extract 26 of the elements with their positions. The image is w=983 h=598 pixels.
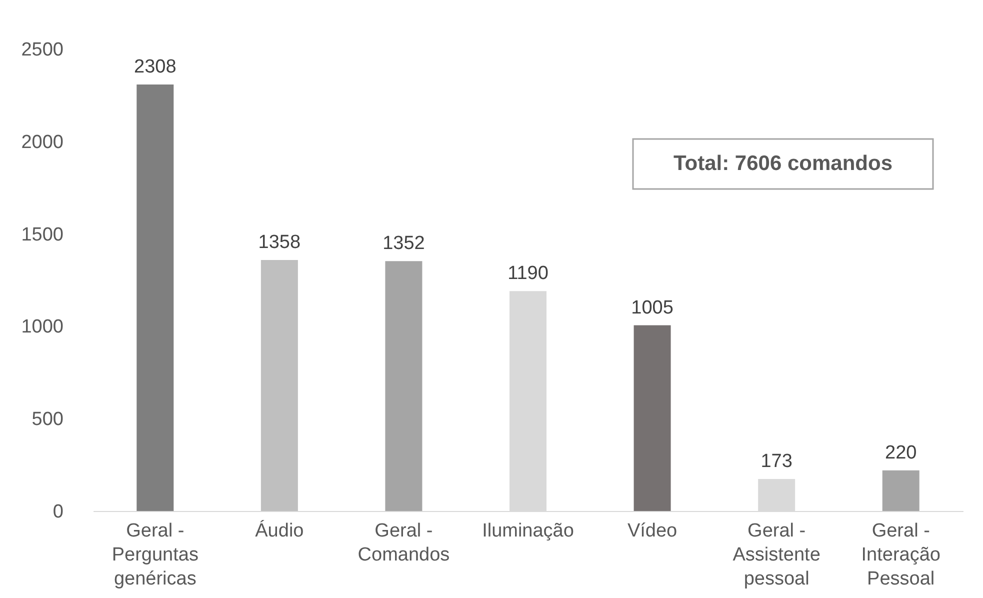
bar — [136, 84, 174, 511]
y-tick-label: 1000 — [21, 316, 64, 338]
bar — [385, 261, 422, 511]
annotation: Total: 7606 comandos — [673, 152, 893, 175]
y-tick-label: 500 — [32, 409, 64, 430]
y-tick-label: 2500 — [21, 40, 64, 60]
y-tick-label: 0 — [52, 502, 64, 522]
bar — [260, 260, 298, 511]
x-tick-label: Iluminação — [482, 520, 574, 542]
data-label: 220 — [885, 442, 917, 464]
y-tick-label: 1500 — [21, 224, 64, 246]
x-tick-label: Geral - Comandos — [358, 520, 450, 566]
data-label: 173 — [760, 451, 792, 472]
y-tick-label: 2000 — [21, 132, 64, 153]
data-label: 1352 — [382, 233, 425, 254]
bar — [634, 325, 671, 511]
x-tick-label: Áudio — [255, 520, 304, 542]
x-tick-label: Vídeo — [627, 520, 678, 542]
data-label: 2308 — [134, 56, 176, 78]
x-tick-label: Geral - Perguntas genéricas — [112, 520, 198, 590]
data-label: 1190 — [508, 263, 548, 284]
x-tick-label: Geral - Interação Pessoal — [861, 520, 940, 590]
data-label: 1358 — [258, 232, 301, 254]
bar — [882, 470, 920, 511]
data-label: 1005 — [631, 297, 674, 318]
x-tick-label: Geral - Assistente pessoal — [732, 520, 820, 590]
